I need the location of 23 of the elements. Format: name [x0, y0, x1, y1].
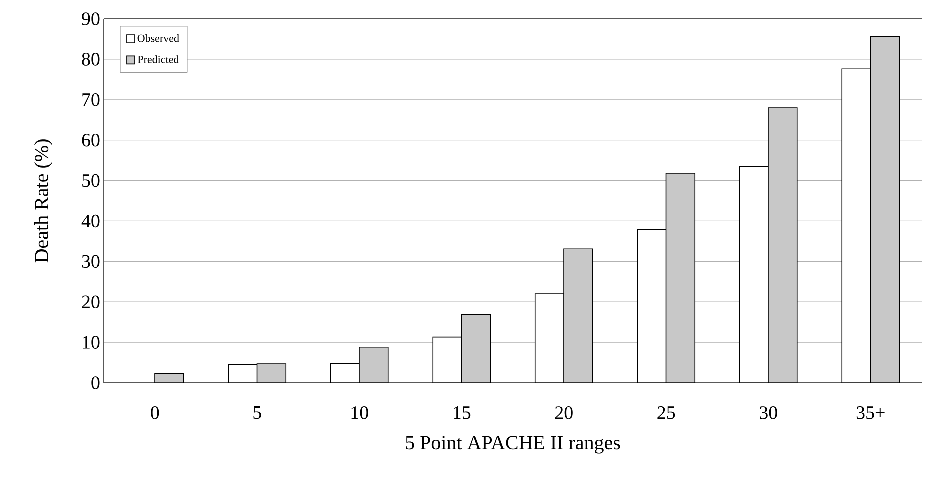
y-tick-label: 80 [82, 53, 100, 66]
x-tick-label: 20 [555, 406, 573, 420]
x-tick-label: 30 [760, 406, 778, 420]
y-tick-label: 10 [83, 336, 100, 349]
x-tick-label: 10 [352, 406, 368, 420]
x-tick-label: 0 [151, 406, 160, 420]
x-tick-label: 15 [454, 406, 471, 420]
y-tick-label: 90 [82, 12, 100, 26]
y-tick-label: 20 [82, 296, 100, 309]
y-tick-label: 60 [82, 134, 100, 147]
y-tick-label: 0 [92, 376, 100, 390]
x-tick-label: 35+ [856, 406, 885, 420]
y-tick-label: 30 [82, 255, 100, 268]
x-tick-label: 5 [254, 406, 262, 420]
x-tick-label: 25 [658, 406, 676, 420]
y-tick-label: 50 [82, 174, 100, 188]
x-axis-title: 5 Point APACHE II ranges [406, 436, 620, 454]
y-tick-label: 40 [82, 214, 100, 228]
legend-label: Observed [138, 34, 180, 42]
legend-label: Predicted [138, 56, 180, 64]
y-axis-title: Death Rate (%) [34, 140, 53, 263]
bar [154, 373, 184, 384]
y-tick-label: 70 [82, 93, 100, 106]
